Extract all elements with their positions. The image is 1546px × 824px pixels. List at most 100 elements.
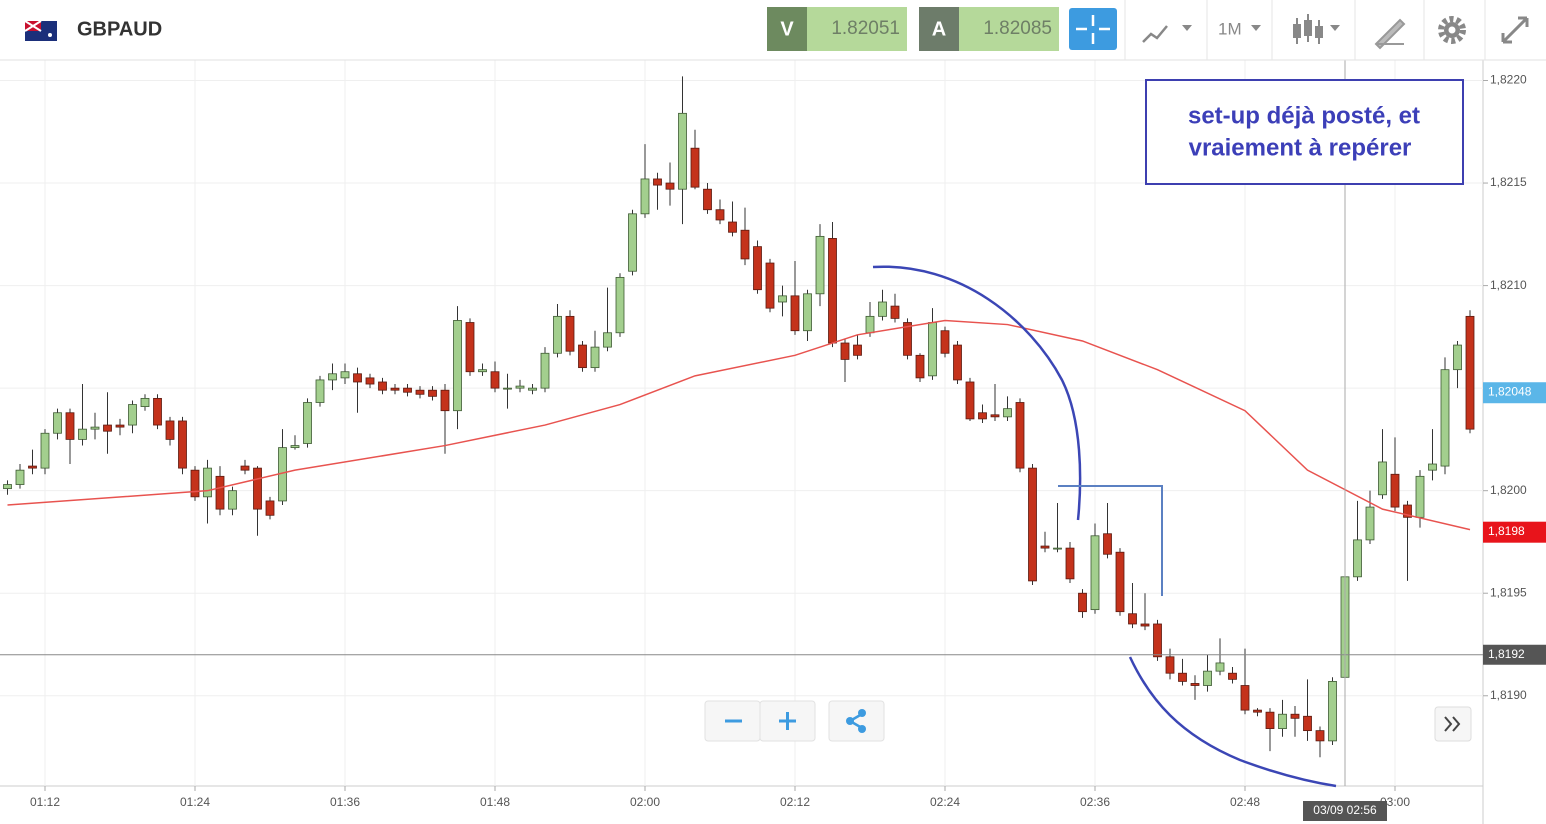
draw-button[interactable] xyxy=(1374,18,1406,50)
crosshair-price-tag xyxy=(1483,644,1546,665)
chart-type-button[interactable] xyxy=(1293,14,1340,44)
candle-body xyxy=(728,221,737,233)
scroll-right-button[interactable] xyxy=(1434,706,1472,742)
zoom-in-button[interactable] xyxy=(759,700,816,742)
crosshair-button[interactable] xyxy=(1069,8,1117,50)
candle-body xyxy=(378,381,387,391)
candle-body xyxy=(1265,711,1275,729)
indicator-button[interactable] xyxy=(1142,25,1192,43)
annotation-text: set-up déjà posté, et xyxy=(1188,102,1420,129)
candle-body xyxy=(715,209,725,221)
x-tick-label: 02:24 xyxy=(930,795,960,809)
candle-body xyxy=(253,467,262,510)
candle-body xyxy=(1115,551,1125,613)
candle-body xyxy=(1453,344,1462,371)
settings-button[interactable] xyxy=(1438,16,1466,44)
share-button[interactable] xyxy=(828,700,885,742)
price-tag-label: 1,8198 xyxy=(1488,524,1525,538)
sell-price-box[interactable] xyxy=(807,7,907,51)
candle-body xyxy=(65,412,75,440)
candle-body xyxy=(153,397,162,426)
candle-body xyxy=(240,465,250,471)
candle-body xyxy=(1253,709,1262,713)
candle-body xyxy=(465,322,475,373)
candle-body xyxy=(1415,475,1425,518)
candle-body xyxy=(1365,506,1375,541)
buy-price-box[interactable] xyxy=(959,7,1059,51)
candle-body xyxy=(228,490,237,510)
x-tick-label: 02:00 xyxy=(630,795,660,809)
candle-body xyxy=(178,420,187,469)
candle-body xyxy=(90,426,100,430)
zoom-out-button[interactable] xyxy=(704,700,761,742)
candle-body xyxy=(553,315,562,354)
buy-price: 1.82085 xyxy=(983,18,1052,39)
plot-area: 1,81901,81951,82001,82051,82101,82151,82… xyxy=(0,60,1546,824)
candle-body xyxy=(478,369,487,373)
candle-body xyxy=(1078,592,1087,613)
candle-body xyxy=(1065,547,1075,580)
y-tick-label: 1,8200 xyxy=(1490,483,1527,497)
candle-body xyxy=(640,178,650,215)
x-tick-label: 01:36 xyxy=(330,795,360,809)
candle-body xyxy=(1440,369,1450,467)
candle-body xyxy=(203,467,212,498)
candle-body xyxy=(1240,685,1250,711)
fullscreen-button[interactable] xyxy=(1501,16,1529,44)
candle-body xyxy=(28,465,37,469)
annotation-box xyxy=(1145,79,1464,185)
candle-body xyxy=(603,332,612,348)
y-tick-label: 1,8210 xyxy=(1490,278,1527,292)
y-tick-label: 1,8195 xyxy=(1490,585,1527,599)
moving-average xyxy=(7,319,1471,531)
candle-body xyxy=(628,213,637,272)
x-tick-label: 01:48 xyxy=(480,795,510,809)
candle-body xyxy=(1053,547,1062,550)
candle-body xyxy=(453,320,462,412)
candle-body xyxy=(528,387,537,391)
candle-body xyxy=(365,377,375,385)
crosshair-price-label: 1,8192 xyxy=(1488,647,1525,661)
bracket-line xyxy=(1058,485,1163,596)
candle-body xyxy=(803,293,812,332)
candle-body xyxy=(953,344,962,381)
candle-body xyxy=(128,404,137,426)
candle-body xyxy=(503,387,512,390)
price-tag xyxy=(1483,382,1546,404)
candle-body xyxy=(865,315,875,334)
candle-body xyxy=(665,182,675,190)
candle-body xyxy=(1190,683,1200,686)
candle-body xyxy=(1040,545,1050,549)
candle-body xyxy=(1153,623,1162,658)
candle-body xyxy=(1303,715,1312,732)
candle-body xyxy=(703,188,712,211)
candle-body xyxy=(565,315,575,352)
x-tick-label: 01:12 xyxy=(30,795,60,809)
candle-body xyxy=(1103,533,1112,555)
sell-price: 1.82051 xyxy=(831,18,900,39)
candle-body xyxy=(1028,467,1037,582)
candle-body xyxy=(103,424,112,432)
candle-body xyxy=(1328,681,1337,742)
hand-drawn-curve xyxy=(872,265,1082,521)
candle-body xyxy=(740,229,750,260)
candle-body xyxy=(1278,713,1287,729)
candle-body xyxy=(940,330,950,354)
timeframe[interactable]: 1M xyxy=(1218,19,1242,38)
x-tick-label: 03:00 xyxy=(1380,795,1410,809)
candle-body xyxy=(440,389,450,412)
crosshair-time-label: 03/09 02:56 xyxy=(1313,803,1377,817)
candle-body xyxy=(190,469,200,498)
candle-body xyxy=(1203,670,1212,686)
candle-body xyxy=(415,389,425,395)
x-tick-label: 02:48 xyxy=(1230,795,1260,809)
candle-body xyxy=(1015,402,1025,469)
sell-button[interactable] xyxy=(767,7,807,51)
crosshair-time-tag xyxy=(1303,801,1387,821)
candle-body xyxy=(328,373,337,381)
candle-body xyxy=(1403,504,1412,518)
candle-body xyxy=(890,305,900,319)
candle-body xyxy=(1353,539,1362,578)
buy-button[interactable] xyxy=(919,7,959,51)
